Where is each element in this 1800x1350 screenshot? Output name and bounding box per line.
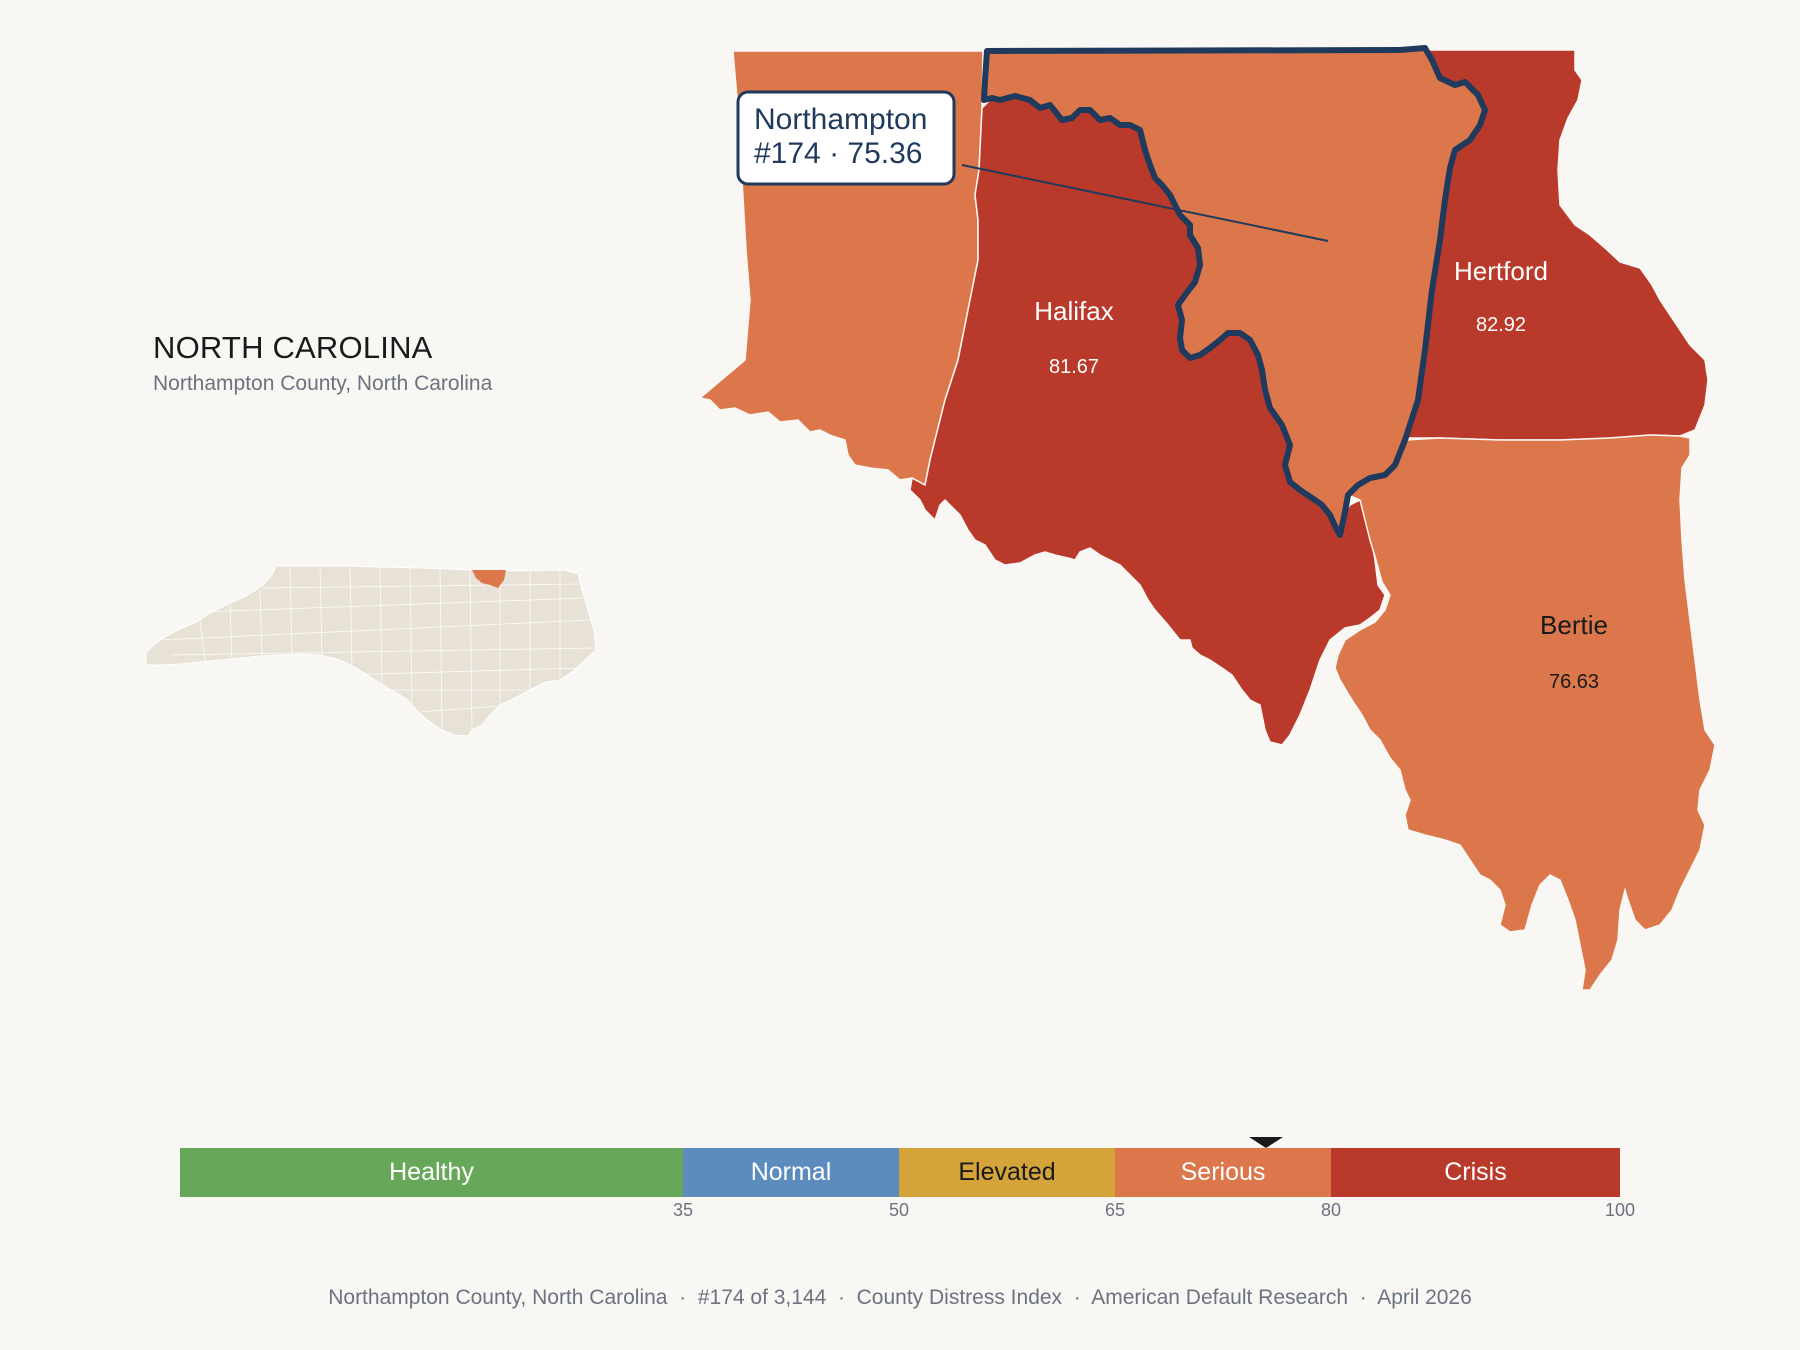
callout-rank-score: #174 · 75.36 <box>754 137 922 170</box>
scale-tick-50: 50 <box>888 1200 910 1220</box>
footer-index: County Distress Index <box>856 1286 1063 1309</box>
scale-tick-35: 35 <box>672 1200 694 1220</box>
label-hertford: Hertford <box>1454 256 1548 286</box>
footer-county: Northampton County, North Carolina <box>328 1286 668 1309</box>
scale-tick-80: 80 <box>1320 1200 1342 1220</box>
callout-county-name: Northampton <box>754 103 927 136</box>
county-bertie[interactable] <box>1334 434 1716 991</box>
value-bertie: 76.63 <box>1549 671 1599 693</box>
footer-rank: #174 of 3,144 <box>697 1286 827 1309</box>
distress-scale-bar: Healthy Normal Elevated Serious Crisis <box>180 1148 1620 1197</box>
footer: Northampton County, North Carolina · #17… <box>328 1286 1472 1309</box>
footer-publisher: American Default Research <box>1091 1286 1349 1309</box>
scale-segment-healthy: Healthy <box>180 1148 683 1197</box>
scale-tick-100: 100 <box>1604 1200 1636 1220</box>
state-inset-shape <box>145 565 597 737</box>
state-title: NORTH CAROLINA <box>153 330 433 365</box>
value-halifax: 81.67 <box>1049 356 1099 378</box>
scale-segment-normal: Normal <box>683 1148 899 1197</box>
scale-tick-65: 65 <box>1104 1200 1126 1220</box>
callout-box <box>736 90 956 186</box>
callout-leader-line <box>961 164 1329 242</box>
focus-outline-northampton <box>981 45 1488 538</box>
scale-marker <box>1249 1137 1283 1148</box>
footer-date: April 2026 <box>1377 1286 1472 1309</box>
inset-highlight-northampton <box>472 570 506 588</box>
label-bertie: Bertie <box>1540 610 1608 640</box>
state-inset-map <box>145 565 597 737</box>
scale-segment-serious: Serious <box>1115 1148 1331 1197</box>
state-subtitle: Northampton County, North Carolina <box>153 372 493 395</box>
label-halifax: Halifax <box>1034 296 1113 326</box>
value-hertford: 82.92 <box>1476 314 1526 336</box>
scale-segment-elevated: Elevated <box>899 1148 1115 1197</box>
scale-segment-crisis: Crisis <box>1331 1148 1620 1197</box>
